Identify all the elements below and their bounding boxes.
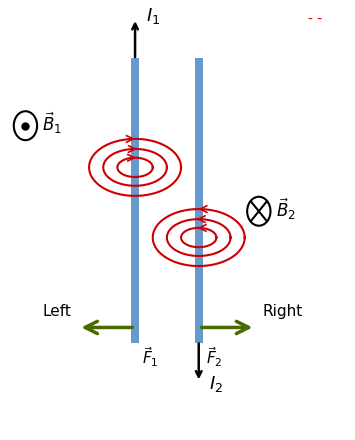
Text: $\vec{B}_1$: $\vec{B}_1$ xyxy=(42,111,62,136)
Text: Right: Right xyxy=(262,304,302,319)
Text: - -: - - xyxy=(308,11,322,26)
Text: $\vec{B}_2$: $\vec{B}_2$ xyxy=(276,196,296,222)
Text: $I_2$: $I_2$ xyxy=(209,374,223,395)
Text: $\vec{F}_1$: $\vec{F}_1$ xyxy=(142,345,159,369)
FancyBboxPatch shape xyxy=(195,58,203,343)
Text: $I_1$: $I_1$ xyxy=(146,6,160,26)
Text: $\vec{F}_2$: $\vec{F}_2$ xyxy=(206,345,222,369)
FancyBboxPatch shape xyxy=(131,58,139,343)
Text: Left: Left xyxy=(43,304,71,319)
